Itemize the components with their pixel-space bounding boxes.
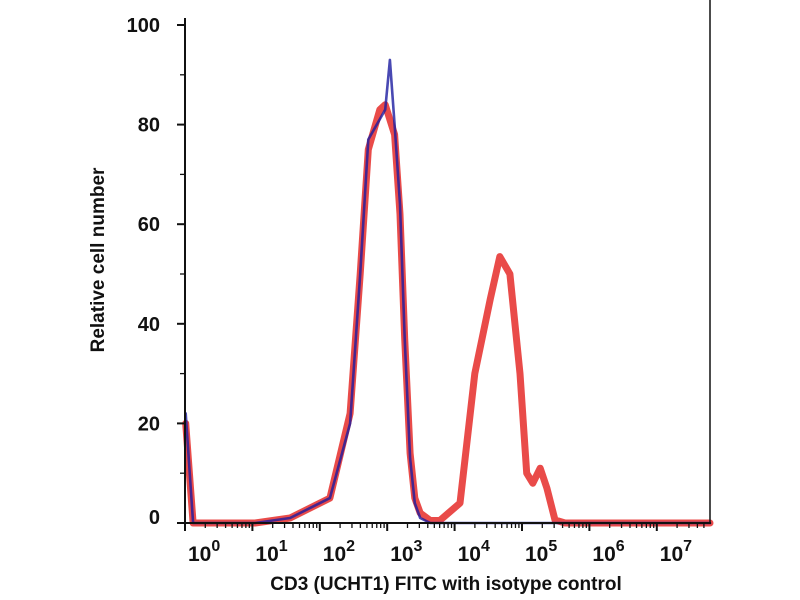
x-tick-label: 102	[323, 538, 355, 566]
x-tick-label: 106	[592, 538, 624, 566]
y-axis-label: Relative cell number	[88, 167, 109, 352]
axes-layer	[184, 0, 711, 524]
y-tick-label: 20	[138, 413, 160, 435]
y-tick-label: 80	[138, 115, 160, 137]
series-line-isotype-control	[184, 58, 712, 525]
x-tick-label: 103	[390, 538, 422, 566]
ticks-layer: 100 101 102 103 104 105 106 107 0 20 40 60 80 100	[127, 15, 705, 566]
y-tick-label: 60	[138, 214, 160, 236]
x-tick-label: 100	[188, 538, 220, 566]
series-line-cd3-fitc	[182, 101, 714, 527]
x-tick-label: 107	[660, 538, 692, 566]
x-tick-label: 101	[255, 538, 287, 566]
x-tick-label: 105	[525, 538, 557, 566]
y-tick-label: 100	[127, 15, 160, 37]
x-tick-label: 104	[458, 538, 490, 566]
y-tick-label: 40	[138, 314, 160, 336]
series-layer	[182, 58, 714, 527]
y-tick-label: 0	[149, 507, 160, 529]
x-axis-label: CD3 (UCHT1) FITC with isotype control	[270, 574, 622, 595]
